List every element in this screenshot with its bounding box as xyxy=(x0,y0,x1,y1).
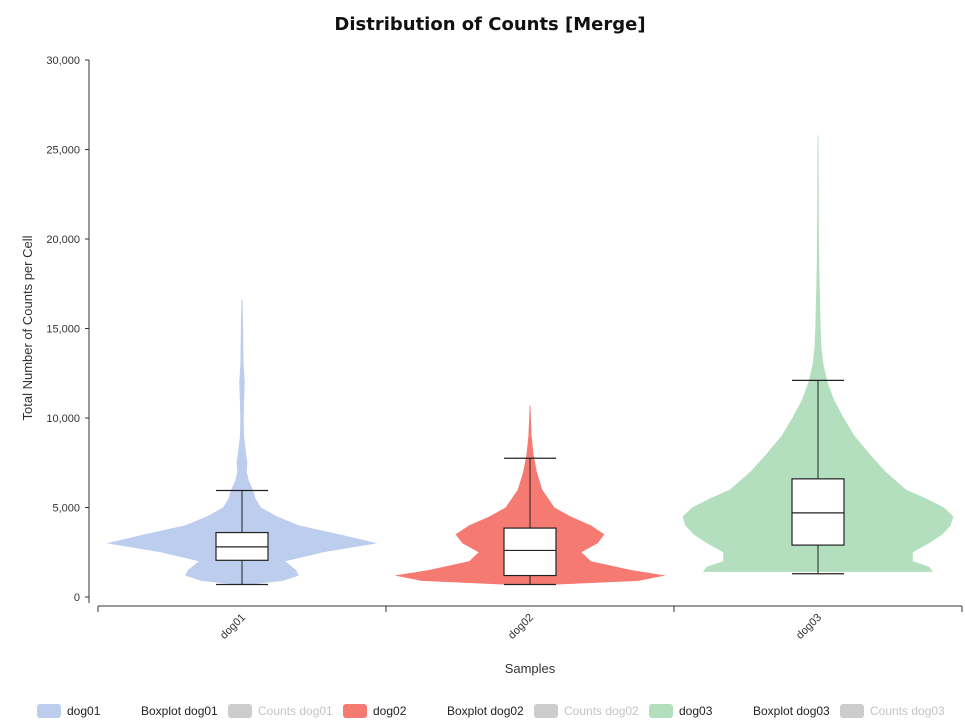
legend-swatch xyxy=(840,704,864,718)
legend-swatch xyxy=(228,704,252,718)
plot-area xyxy=(106,135,954,586)
legend-item[interactable]: Counts dog01 xyxy=(228,701,333,721)
legend-item[interactable]: Counts dog02 xyxy=(534,701,639,721)
legend-item[interactable]: Counts dog03 xyxy=(840,701,945,721)
legend-item[interactable]: dog02 xyxy=(343,701,406,721)
y-tick-label: 0 xyxy=(74,592,80,604)
legend-item[interactable]: Boxplot dog03 xyxy=(753,701,830,721)
legend-label: Boxplot dog01 xyxy=(141,704,218,718)
y-tick-label: 30,000 xyxy=(46,55,80,67)
legend-label: Counts dog02 xyxy=(564,704,639,718)
legend-label: Boxplot dog02 xyxy=(447,704,524,718)
y-axis-title: Total Number of Counts per Cell xyxy=(20,235,35,420)
x-category-label: dog02 xyxy=(506,612,536,642)
y-tick-label: 25,000 xyxy=(46,145,80,157)
boxplot-dog01 xyxy=(215,489,269,586)
y-tick-label: 5,000 xyxy=(52,503,80,515)
y-tick-label: 20,000 xyxy=(46,234,80,246)
boxplot-dog03 xyxy=(791,379,845,575)
box-iqr xyxy=(503,527,557,577)
legend-swatch xyxy=(343,704,367,718)
y-axis: 0 5,000 10,000 15,000 20,000 25,000 30,000 xyxy=(46,55,90,604)
legend-swatch xyxy=(534,704,558,718)
legend-swatch xyxy=(37,704,61,718)
legend-item[interactable]: dog03 xyxy=(649,701,712,721)
violin-dog01 xyxy=(106,299,378,585)
boxplot-dog02 xyxy=(503,457,557,586)
x-axis-title: Samples xyxy=(505,661,556,676)
x-axis: dog01 dog02 dog03 xyxy=(97,605,963,642)
legend-label: Boxplot dog03 xyxy=(753,704,830,718)
violin-dog03 xyxy=(682,135,954,572)
x-category-label: dog01 xyxy=(218,612,248,642)
legend-label: Counts dog03 xyxy=(870,704,945,718)
legend-item[interactable]: dog01 xyxy=(37,701,100,721)
legend-label: Counts dog01 xyxy=(258,704,333,718)
legend-label: dog02 xyxy=(373,704,407,718)
legend: dog01 Boxplot dog01 Counts dog01 dog02 Boxpl… xyxy=(0,701,965,721)
y-tick-label: 15,000 xyxy=(46,324,80,336)
legend-label: dog01 xyxy=(67,704,101,718)
legend-item[interactable]: Boxplot dog01 xyxy=(141,701,218,721)
legend-item[interactable]: Boxplot dog02 xyxy=(447,701,524,721)
box-iqr xyxy=(791,478,845,546)
y-tick-label: 10,000 xyxy=(46,413,80,425)
legend-label: dog03 xyxy=(679,704,713,718)
x-category-label: dog03 xyxy=(794,612,824,642)
chart-title: Distribution of Counts [Merge] xyxy=(334,14,645,35)
legend-swatch xyxy=(649,704,673,718)
